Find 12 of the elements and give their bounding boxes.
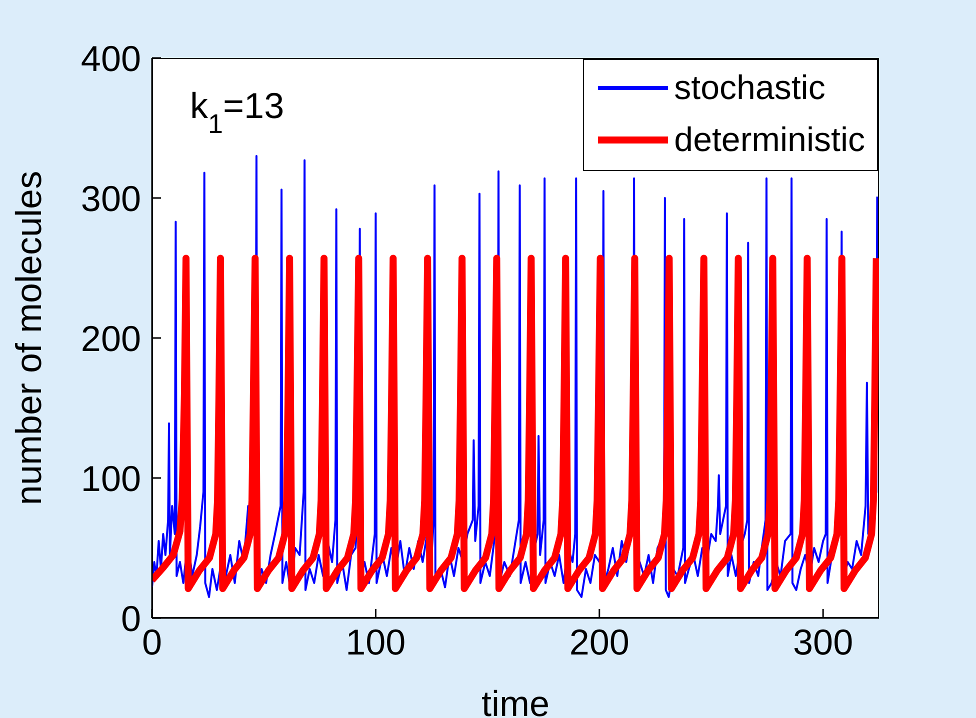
y-axis-title: number of molecules [8,170,49,506]
annotation: k$_{1}$=13 [190,85,284,139]
x-axis-title: time [481,683,550,718]
x-tick-label: 300 [793,622,854,663]
x-tick-label: 100 [346,622,406,663]
y-tick-label: 400 [80,38,141,79]
legend-label: stochastic [674,68,826,108]
y-tick-label: 300 [80,178,141,219]
y-tick-label: 100 [80,458,141,499]
legend-label: deterministic [674,120,865,160]
x-tick-label: 200 [569,622,630,663]
y-tick-label: 200 [80,318,141,359]
